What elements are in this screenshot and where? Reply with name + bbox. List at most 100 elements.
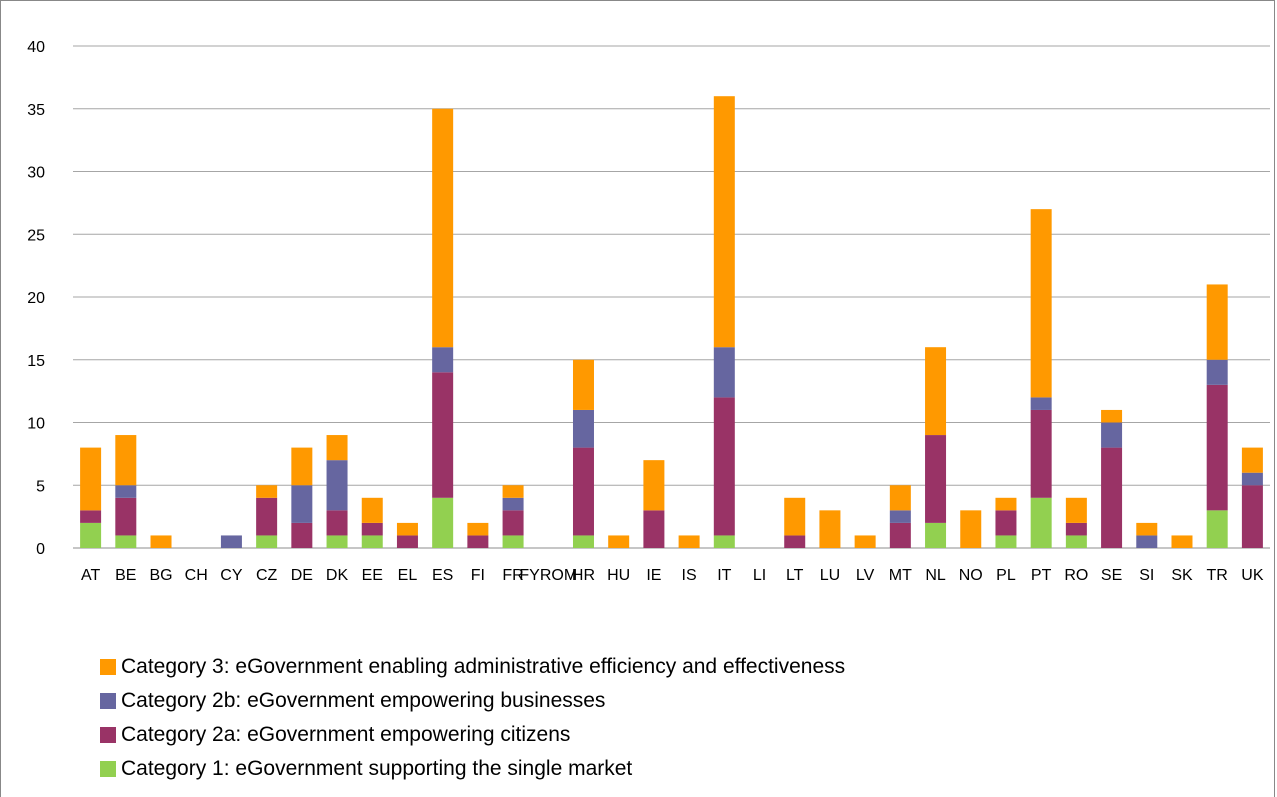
legend-swatch bbox=[100, 761, 116, 777]
bar-segment bbox=[1206, 359, 1228, 385]
bar-segment bbox=[1241, 472, 1263, 486]
bar-segment bbox=[572, 359, 594, 410]
x-tick-label: RO bbox=[1064, 567, 1088, 584]
bar-segment bbox=[854, 535, 876, 548]
bar-segment bbox=[361, 497, 383, 523]
x-tick-label: LU bbox=[820, 567, 840, 584]
legend-item: Category 2b: eGovernment empowering busi… bbox=[100, 684, 845, 718]
bar-segment bbox=[326, 510, 348, 536]
legend-label: Category 2b: eGovernment empowering busi… bbox=[121, 689, 606, 712]
bar-segment bbox=[1136, 535, 1158, 548]
bar-segment bbox=[502, 485, 524, 498]
bar-segment bbox=[713, 347, 735, 398]
y-tick-label: 15 bbox=[27, 353, 45, 370]
bar-segment bbox=[256, 535, 278, 548]
bar-segment bbox=[960, 510, 982, 548]
bar-segment bbox=[784, 535, 806, 548]
bar-segment bbox=[396, 535, 418, 548]
x-tick-label: AT bbox=[81, 567, 100, 584]
bar-segment bbox=[1065, 497, 1087, 523]
bar-segment bbox=[361, 522, 383, 536]
bar-segment bbox=[1030, 497, 1052, 548]
bar-segment bbox=[643, 460, 665, 511]
y-tick-label: 20 bbox=[27, 290, 45, 307]
legend-label: Category 3: eGovernment enabling adminis… bbox=[121, 655, 846, 678]
bar-segment bbox=[432, 497, 454, 548]
y-tick-label: 30 bbox=[27, 165, 45, 182]
x-tick-label: LV bbox=[856, 567, 875, 584]
x-tick-label: MT bbox=[889, 567, 912, 584]
x-tick-label: DK bbox=[326, 567, 349, 584]
bar-segment bbox=[396, 522, 418, 536]
y-tick-label: 35 bbox=[27, 102, 45, 119]
bar-segment bbox=[467, 535, 489, 548]
bar-segment bbox=[889, 485, 911, 511]
bar-segment bbox=[256, 497, 278, 536]
bar-segment bbox=[361, 535, 383, 548]
x-tick-label: UK bbox=[1241, 567, 1264, 584]
bar-segment bbox=[150, 535, 172, 548]
bar-segment bbox=[115, 497, 137, 536]
bar-segment bbox=[925, 522, 947, 548]
bar-segment bbox=[925, 435, 947, 523]
bar-segment bbox=[1065, 535, 1087, 548]
bar-segment bbox=[572, 409, 594, 448]
bar-segment bbox=[115, 435, 137, 486]
x-tick-label: ES bbox=[432, 567, 453, 584]
y-tick-label: 10 bbox=[27, 416, 45, 433]
x-tick-label: NO bbox=[959, 567, 983, 584]
bar-segment bbox=[1030, 209, 1052, 398]
x-tick-label: SI bbox=[1139, 567, 1154, 584]
legend-swatch bbox=[100, 693, 116, 709]
x-tick-label: IT bbox=[717, 567, 731, 584]
bar-segment bbox=[80, 522, 102, 548]
x-tick-label: CH bbox=[185, 567, 208, 584]
bar-segment bbox=[713, 96, 735, 348]
legend-item: Category 3: eGovernment enabling adminis… bbox=[100, 650, 845, 684]
bar-segment bbox=[1136, 522, 1158, 536]
legend-item: Category 2a: eGovernment empowering citi… bbox=[100, 718, 845, 752]
legend-item: Category 1: eGovernment supporting the s… bbox=[100, 752, 845, 786]
bar-segment bbox=[326, 435, 348, 461]
x-tick-label: TR bbox=[1207, 567, 1228, 584]
bar-segment bbox=[80, 447, 102, 511]
bar-segment bbox=[1206, 510, 1228, 548]
bar-segment bbox=[819, 510, 841, 548]
bar-segment bbox=[713, 397, 735, 536]
bar-segment bbox=[1065, 522, 1087, 536]
bar-segment bbox=[1241, 485, 1263, 548]
x-tick-label: IS bbox=[682, 567, 697, 584]
x-tick-label: HR bbox=[572, 567, 595, 584]
bar-segment bbox=[432, 347, 454, 373]
bar-segment bbox=[432, 372, 454, 498]
x-tick-label: BG bbox=[149, 567, 172, 584]
x-tick-label: FYROM bbox=[519, 567, 577, 584]
bar-segment bbox=[713, 535, 735, 548]
x-tick-label: SE bbox=[1101, 567, 1122, 584]
bar-segment bbox=[678, 535, 700, 548]
gridlines bbox=[73, 45, 1270, 549]
bar-segment bbox=[291, 522, 313, 548]
x-tick-label: EE bbox=[362, 567, 383, 584]
x-tick-label: NL bbox=[925, 567, 946, 584]
bar-segment bbox=[995, 510, 1017, 536]
bar-segment bbox=[502, 497, 524, 511]
x-tick-label: SK bbox=[1171, 567, 1193, 584]
bar-segment bbox=[1206, 384, 1228, 511]
x-tick-label: CY bbox=[220, 567, 243, 584]
bar-segment bbox=[115, 535, 137, 548]
y-tick-label: 25 bbox=[27, 227, 45, 244]
x-tick-label: EL bbox=[398, 567, 418, 584]
bar-segment bbox=[643, 510, 665, 548]
y-axis-ticks: 0 5 10 15 20 25 30 35 40 bbox=[27, 39, 45, 558]
bar-segment bbox=[115, 485, 137, 498]
bar-segment bbox=[256, 485, 278, 498]
bar-segment bbox=[889, 522, 911, 548]
x-tick-label: LI bbox=[753, 567, 766, 584]
legend-swatch bbox=[100, 727, 116, 743]
bar-segment bbox=[784, 497, 806, 536]
legend-label: Category 1: eGovernment supporting the s… bbox=[121, 757, 633, 780]
stacked-bar-chart: 0 5 10 15 20 25 30 35 40 AT BE BG CH CY CZ DE DK EE EL ES F… bbox=[27, 39, 1270, 584]
bar-segment bbox=[995, 497, 1017, 511]
